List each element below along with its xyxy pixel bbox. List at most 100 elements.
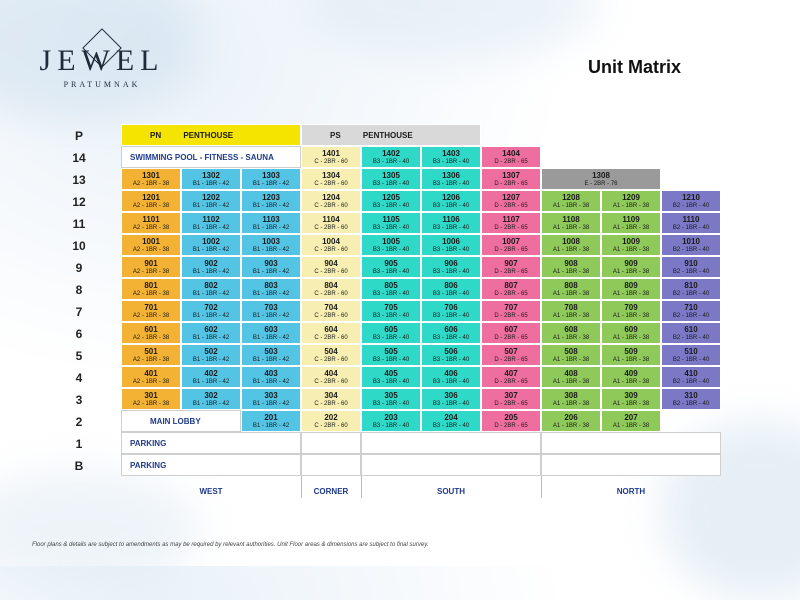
- unit-cell[interactable]: 1305 B3 - 1BR - 40: [361, 168, 421, 190]
- unit-cell[interactable]: 510 B2 - 1BR - 40: [661, 344, 721, 366]
- unit-cell[interactable]: 1101 A2 - 1BR - 38: [121, 212, 181, 234]
- unit-cell[interactable]: 1007 D - 2BR - 65: [481, 234, 541, 256]
- unit-cell[interactable]: 403 B1 - 1BR - 42: [241, 366, 301, 388]
- unit-cell[interactable]: 909 A1 - 1BR - 38: [601, 256, 661, 278]
- unit-cell[interactable]: 1306 B3 - 1BR - 40: [421, 168, 481, 190]
- unit-cell[interactable]: 903 B1 - 1BR - 42: [241, 256, 301, 278]
- unit-cell[interactable]: 902 B1 - 1BR - 42: [181, 256, 241, 278]
- unit-cell[interactable]: 1103 B1 - 1BR - 42: [241, 212, 301, 234]
- unit-cell[interactable]: 606 B3 - 1BR - 40: [421, 322, 481, 344]
- unit-cell[interactable]: 1203 B1 - 1BR - 42: [241, 190, 301, 212]
- unit-cell[interactable]: 803 B1 - 1BR - 42: [241, 278, 301, 300]
- unit-cell[interactable]: 309 A1 - 1BR - 38: [601, 388, 661, 410]
- unit-cell[interactable]: 1403 B3 - 1BR - 40: [421, 146, 481, 168]
- unit-cell[interactable]: 306 B3 - 1BR - 40: [421, 388, 481, 410]
- penthouse-ps[interactable]: PS PENTHOUSE: [301, 124, 481, 146]
- unit-cell[interactable]: 1104 C - 2BR - 60: [301, 212, 361, 234]
- unit-cell[interactable]: 505 B3 - 1BR - 40: [361, 344, 421, 366]
- unit-cell[interactable]: 1105 B3 - 1BR - 40: [361, 212, 421, 234]
- unit-cell[interactable]: 910 B2 - 1BR - 40: [661, 256, 721, 278]
- unit-cell[interactable]: 508 A1 - 1BR - 38: [541, 344, 601, 366]
- unit-cell[interactable]: 1010 B2 - 1BR - 40: [661, 234, 721, 256]
- unit-cell[interactable]: 801 A2 - 1BR - 38: [121, 278, 181, 300]
- unit-cell[interactable]: 806 B3 - 1BR - 40: [421, 278, 481, 300]
- unit-cell[interactable]: 202 C - 2BR - 60: [301, 410, 361, 432]
- unit-cell[interactable]: 401 A2 - 1BR - 38: [121, 366, 181, 388]
- unit-cell[interactable]: 703 B1 - 1BR - 42: [241, 300, 301, 322]
- unit-cell[interactable]: 708 A1 - 1BR - 38: [541, 300, 601, 322]
- unit-cell[interactable]: 809 A1 - 1BR - 38: [601, 278, 661, 300]
- unit-cell[interactable]: 1401 C - 2BR - 60: [301, 146, 361, 168]
- unit-cell[interactable]: 406 B3 - 1BR - 40: [421, 366, 481, 388]
- unit-cell[interactable]: 1008 A1 - 1BR - 38: [541, 234, 601, 256]
- unit-cell[interactable]: 501 A2 - 1BR - 38: [121, 344, 181, 366]
- unit-cell[interactable]: 905 B3 - 1BR - 40: [361, 256, 421, 278]
- unit-cell[interactable]: 906 B3 - 1BR - 40: [421, 256, 481, 278]
- unit-cell[interactable]: 1004 C - 2BR - 60: [301, 234, 361, 256]
- unit-cell[interactable]: 907 D - 2BR - 65: [481, 256, 541, 278]
- unit-cell[interactable]: 201 B1 - 1BR - 42: [241, 410, 301, 432]
- unit-cell[interactable]: 603 B1 - 1BR - 42: [241, 322, 301, 344]
- unit-cell[interactable]: 408 A1 - 1BR - 38: [541, 366, 601, 388]
- unit-cell[interactable]: 609 A1 - 1BR - 38: [601, 322, 661, 344]
- unit-cell[interactable]: 310 B2 - 1BR - 40: [661, 388, 721, 410]
- unit-cell[interactable]: 1303 B1 - 1BR - 42: [241, 168, 301, 190]
- unit-cell[interactable]: 1308 E - 2BR - 76: [541, 168, 661, 190]
- unit-cell[interactable]: 904 C - 2BR - 60: [301, 256, 361, 278]
- unit-cell[interactable]: 409 A1 - 1BR - 38: [601, 366, 661, 388]
- unit-cell[interactable]: 301 A2 - 1BR - 38: [121, 388, 181, 410]
- unit-cell[interactable]: 701 A2 - 1BR - 38: [121, 300, 181, 322]
- unit-cell[interactable]: 707 D - 2BR - 65: [481, 300, 541, 322]
- unit-cell[interactable]: 1106 B3 - 1BR - 40: [421, 212, 481, 234]
- unit-cell[interactable]: 901 A2 - 1BR - 38: [121, 256, 181, 278]
- unit-cell[interactable]: 1102 B1 - 1BR - 42: [181, 212, 241, 234]
- unit-cell[interactable]: 702 B1 - 1BR - 42: [181, 300, 241, 322]
- unit-cell[interactable]: 506 B3 - 1BR - 40: [421, 344, 481, 366]
- unit-cell[interactable]: 1005 B3 - 1BR - 40: [361, 234, 421, 256]
- unit-cell[interactable]: 1110 B2 - 1BR - 40: [661, 212, 721, 234]
- unit-cell[interactable]: 207 A1 - 1BR - 38: [601, 410, 661, 432]
- unit-cell[interactable]: 602 B1 - 1BR - 42: [181, 322, 241, 344]
- unit-cell[interactable]: 805 B3 - 1BR - 40: [361, 278, 421, 300]
- unit-cell[interactable]: 1003 B1 - 1BR - 42: [241, 234, 301, 256]
- unit-cell[interactable]: 1201 A2 - 1BR - 38: [121, 190, 181, 212]
- unit-cell[interactable]: 1304 C - 2BR - 60: [301, 168, 361, 190]
- unit-cell[interactable]: 808 A1 - 1BR - 38: [541, 278, 601, 300]
- unit-cell[interactable]: 1209 A1 - 1BR - 38: [601, 190, 661, 212]
- unit-cell[interactable]: 308 A1 - 1BR - 38: [541, 388, 601, 410]
- unit-cell[interactable]: 1307 D - 2BR - 65: [481, 168, 541, 190]
- unit-cell[interactable]: 1210 B2 - 1BR - 40: [661, 190, 721, 212]
- unit-cell[interactable]: 502 B1 - 1BR - 42: [181, 344, 241, 366]
- unit-cell[interactable]: 610 B2 - 1BR - 40: [661, 322, 721, 344]
- unit-cell[interactable]: 303 B1 - 1BR - 42: [241, 388, 301, 410]
- unit-cell[interactable]: 410 B2 - 1BR - 40: [661, 366, 721, 388]
- unit-cell[interactable]: 405 B3 - 1BR - 40: [361, 366, 421, 388]
- unit-cell[interactable]: 710 B2 - 1BR - 40: [661, 300, 721, 322]
- unit-cell[interactable]: 807 D - 2BR - 65: [481, 278, 541, 300]
- unit-cell[interactable]: 608 A1 - 1BR - 38: [541, 322, 601, 344]
- unit-cell[interactable]: 810 B2 - 1BR - 40: [661, 278, 721, 300]
- unit-cell[interactable]: 402 B1 - 1BR - 42: [181, 366, 241, 388]
- unit-cell[interactable]: 607 D - 2BR - 65: [481, 322, 541, 344]
- unit-cell[interactable]: 1206 B3 - 1BR - 40: [421, 190, 481, 212]
- unit-cell[interactable]: 1301 A2 - 1BR - 38: [121, 168, 181, 190]
- penthouse-pn[interactable]: PN PENTHOUSE: [121, 124, 301, 146]
- unit-cell[interactable]: 802 B1 - 1BR - 42: [181, 278, 241, 300]
- unit-cell[interactable]: 503 B1 - 1BR - 42: [241, 344, 301, 366]
- unit-cell[interactable]: 204 B3 - 1BR - 40: [421, 410, 481, 432]
- unit-cell[interactable]: 1404 D - 2BR - 65: [481, 146, 541, 168]
- unit-cell[interactable]: 1302 B1 - 1BR - 42: [181, 168, 241, 190]
- unit-cell[interactable]: 1205 B3 - 1BR - 40: [361, 190, 421, 212]
- unit-cell[interactable]: 601 A2 - 1BR - 38: [121, 322, 181, 344]
- unit-cell[interactable]: 203 B3 - 1BR - 40: [361, 410, 421, 432]
- unit-cell[interactable]: 1006 B3 - 1BR - 40: [421, 234, 481, 256]
- unit-cell[interactable]: 908 A1 - 1BR - 38: [541, 256, 601, 278]
- unit-cell[interactable]: 706 B3 - 1BR - 40: [421, 300, 481, 322]
- unit-cell[interactable]: 1108 A1 - 1BR - 38: [541, 212, 601, 234]
- unit-cell[interactable]: 307 D - 2BR - 65: [481, 388, 541, 410]
- unit-cell[interactable]: 504 C - 2BR - 60: [301, 344, 361, 366]
- unit-cell[interactable]: 1207 D - 2BR - 65: [481, 190, 541, 212]
- unit-cell[interactable]: 1204 C - 2BR - 60: [301, 190, 361, 212]
- unit-cell[interactable]: 407 D - 2BR - 65: [481, 366, 541, 388]
- unit-cell[interactable]: 1002 B1 - 1BR - 42: [181, 234, 241, 256]
